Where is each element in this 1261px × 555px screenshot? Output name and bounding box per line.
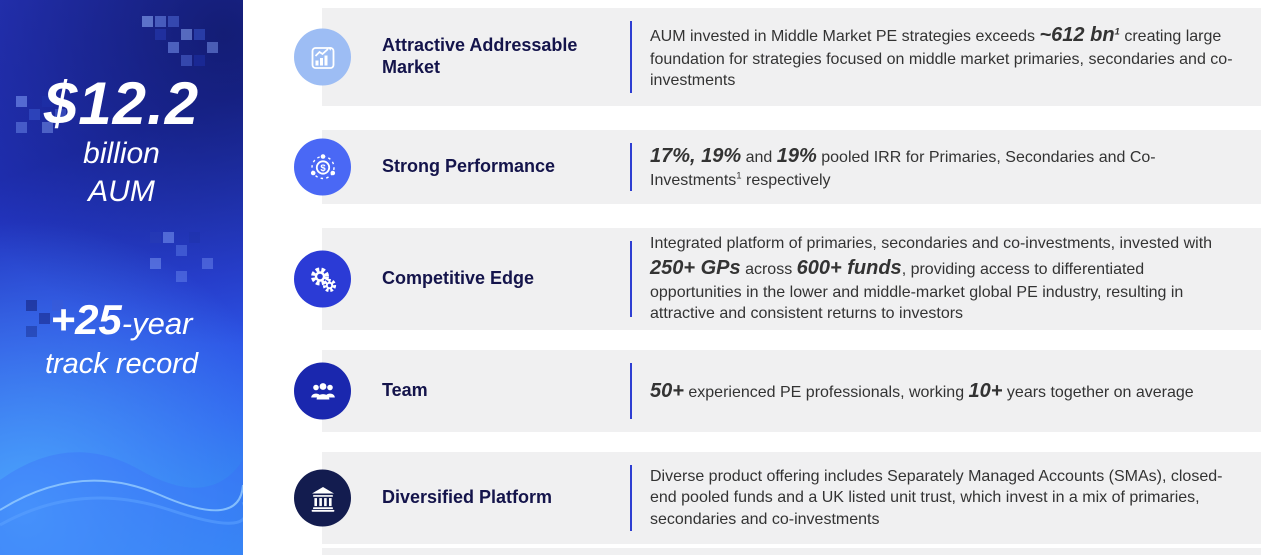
feature-description: 50+ experienced PE professionals, workin… (650, 379, 1194, 402)
dollar-network-icon: $ (310, 153, 335, 179)
feature-title: Team (382, 380, 428, 401)
feature-description: Integrated platform of primaries, second… (650, 235, 1213, 323)
feature-title: Competitive Edge (382, 268, 535, 289)
track-record: +25-year track record (0, 296, 243, 381)
features-list: Attractive Addressable Market AUM invest… (294, 8, 1261, 544)
feature-icon-circle (294, 28, 351, 86)
team-icon (310, 382, 335, 399)
bank-icon (311, 486, 334, 512)
pixel-decoration (142, 16, 153, 27)
feature-row-addressable-market: Attractive Addressable Market AUM invest… (294, 8, 1261, 106)
feature-title: Attractive Addressable Market (382, 35, 578, 77)
feature-icon-circle (294, 362, 351, 420)
growth-chart-icon (311, 46, 334, 69)
feature-icon-circle: $ (294, 138, 351, 196)
feature-description: Diverse product offering includes Separa… (650, 467, 1223, 528)
aum-unit: billion (83, 137, 160, 170)
track-record-years: +25 (50, 296, 122, 343)
feature-divider (630, 465, 632, 531)
track-record-line1: +25-year (0, 296, 243, 344)
aum-label: AUM (88, 174, 155, 208)
pixel-decoration (26, 300, 37, 311)
pixel-decoration (16, 96, 27, 107)
feature-row-competitive-edge: Competitive Edge Integrated platform of … (294, 228, 1261, 330)
pixel-decoration (150, 232, 161, 243)
feature-title: Strong Performance (382, 156, 556, 177)
wave-decoration (0, 452, 243, 555)
feature-icon-circle (294, 469, 351, 527)
feature-divider (630, 21, 632, 93)
feature-description: 17%, 19% and 19% pooled IRR for Primarie… (650, 144, 1156, 189)
feature-icon-circle (294, 250, 351, 308)
feature-divider (630, 143, 632, 191)
left-panel: $12.2 billion AUM +25-year track record (0, 0, 243, 555)
gears-icon (310, 267, 336, 292)
feature-divider (630, 363, 632, 419)
aum-value: $12.2 (43, 70, 200, 137)
feature-divider (630, 241, 632, 317)
feature-description: AUM invested in Middle Market PE strateg… (650, 24, 1233, 90)
track-record-suffix: -year (121, 306, 193, 341)
feature-row-team: Team 50+ experienced PE professionals, w… (294, 350, 1261, 432)
bottom-strip (322, 548, 1261, 555)
track-record-line2: track record (44, 348, 199, 380)
feature-title: Diversified Platform (382, 487, 553, 508)
feature-row-diversified-platform: Diversified Platform Diverse product off… (294, 452, 1261, 544)
svg-text:$: $ (320, 162, 326, 173)
feature-row-strong-performance: $ Strong Performance 17%, 19% and 19% po… (294, 130, 1261, 204)
